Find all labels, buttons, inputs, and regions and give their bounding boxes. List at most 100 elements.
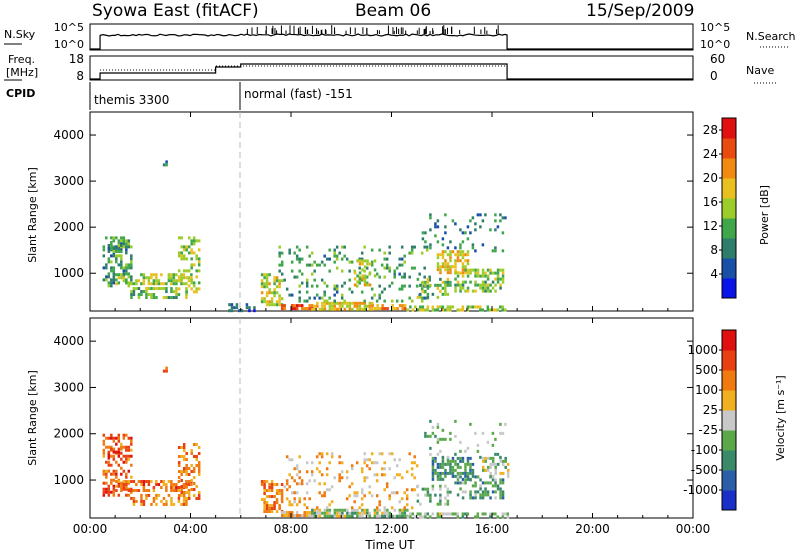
data-cell (423, 266, 426, 270)
data-cell (383, 275, 386, 279)
data-cell (366, 508, 369, 512)
data-cell (444, 231, 447, 235)
data-cell (120, 249, 123, 253)
data-cell (340, 476, 344, 480)
data-cell (125, 269, 128, 273)
data-cell (373, 473, 376, 477)
data-cell (501, 512, 505, 516)
data-cell (180, 236, 183, 240)
data-cell (130, 439, 133, 443)
data-cell (441, 462, 445, 466)
data-cell (426, 277, 430, 281)
data-cell (132, 489, 136, 493)
data-cell (410, 467, 414, 471)
y-tick-label: 4000 (53, 334, 84, 348)
data-cell (471, 246, 475, 250)
data-cell (419, 308, 422, 312)
data-cell (461, 477, 465, 481)
data-cell (265, 504, 269, 508)
data-cell (444, 512, 447, 516)
data-cell (263, 480, 266, 484)
data-cell (195, 455, 198, 458)
data-cell (400, 257, 404, 261)
data-cell (341, 511, 344, 515)
data-cell (328, 511, 332, 515)
data-cell (368, 283, 372, 287)
data-cell (305, 290, 309, 294)
data-cell (177, 494, 181, 497)
data-cell (102, 472, 106, 476)
data-cell (383, 488, 386, 492)
data-cell (130, 436, 133, 440)
data-cell (320, 452, 324, 456)
data-cell (273, 303, 276, 307)
data-cell (424, 487, 427, 491)
data-cell (102, 248, 106, 252)
data-cell (393, 476, 396, 480)
data-cell (115, 249, 118, 253)
data-cell (130, 260, 133, 264)
data-cell (360, 290, 364, 294)
data-cell (107, 275, 111, 279)
data-cell (363, 452, 366, 456)
data-cell (454, 289, 457, 293)
data-cell (421, 308, 425, 312)
data-cell (439, 253, 442, 257)
data-cell (390, 491, 394, 495)
data-cell (494, 249, 497, 253)
data-cell (328, 296, 331, 300)
data-cell (419, 283, 422, 287)
data-cell (471, 243, 475, 247)
data-cell (117, 433, 121, 437)
data-cell (466, 250, 470, 254)
data-cell (338, 251, 341, 255)
colorbar-swatch (722, 470, 736, 491)
data-cell (293, 304, 296, 308)
data-cell (125, 251, 128, 255)
data-cell (370, 461, 374, 465)
data-cell (112, 272, 116, 276)
data-cell (446, 459, 450, 463)
data-cell (122, 480, 126, 484)
data-cell (375, 473, 379, 477)
data-cell (295, 275, 299, 279)
data-cell (263, 486, 266, 490)
data-cell (293, 307, 296, 311)
data-cell (192, 239, 196, 243)
data-cell (127, 481, 131, 485)
data-cell (308, 511, 311, 515)
data-cell (326, 511, 329, 515)
data-cell (127, 266, 131, 270)
data-cell (373, 511, 377, 515)
colorbar-tick-label: 24 (703, 147, 718, 161)
data-cell (278, 506, 281, 510)
data-cell (486, 268, 490, 272)
data-cell (360, 251, 364, 255)
data-cell (122, 272, 126, 276)
data-cell (318, 491, 321, 495)
data-cell (469, 468, 472, 472)
data-cell (368, 458, 371, 462)
data-cell (105, 481, 108, 485)
data-cell (476, 515, 480, 519)
data-cell (107, 456, 111, 460)
data-cell (145, 296, 148, 300)
data-cell (187, 284, 191, 288)
data-cell (170, 486, 173, 490)
data-cell (489, 268, 492, 272)
data-cell (273, 279, 276, 283)
data-cell (125, 472, 128, 476)
data-cell (125, 248, 128, 252)
freq-panel: Freq. [MHz] 18 8 60 0 Nave (4, 52, 778, 84)
data-cell (333, 307, 337, 311)
data-cell (170, 273, 173, 277)
data-cell (290, 304, 294, 308)
data-cell (298, 299, 301, 303)
data-cell (363, 511, 367, 515)
data-cell (318, 511, 322, 515)
data-cell (446, 283, 450, 287)
data-cell (466, 225, 470, 229)
data-cell (444, 292, 447, 296)
data-cell (270, 300, 274, 304)
data-cell (268, 288, 271, 292)
